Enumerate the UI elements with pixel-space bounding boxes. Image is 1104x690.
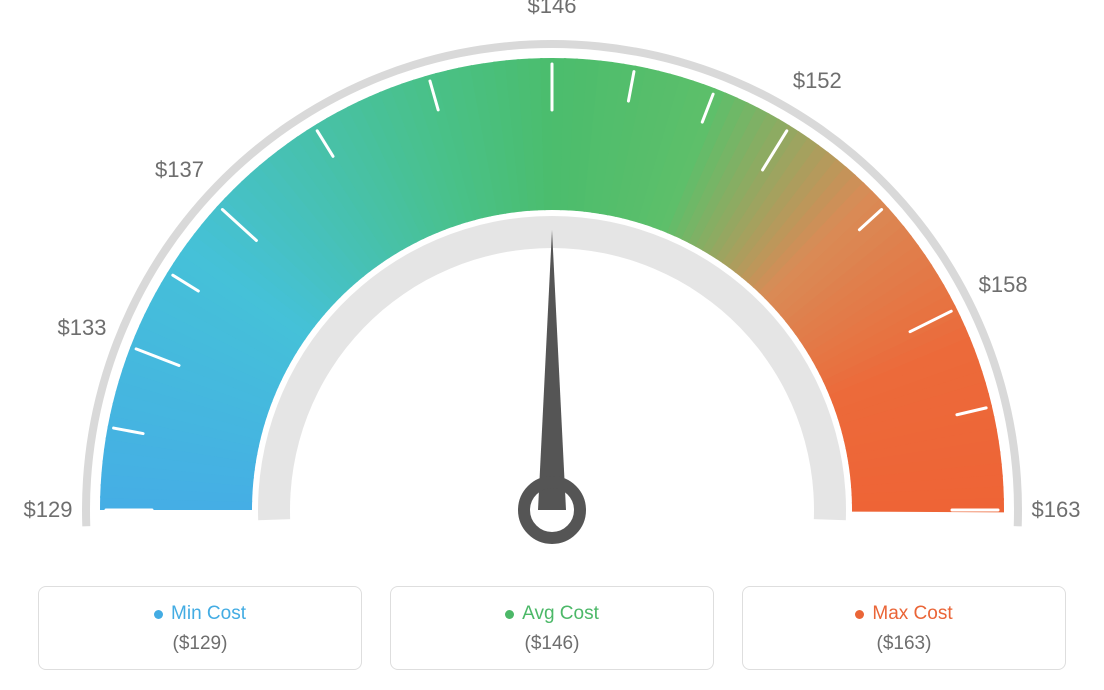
dot-icon-max	[855, 610, 864, 619]
gauge-svg	[0, 0, 1104, 560]
legend-card-avg: Avg Cost ($146)	[390, 586, 714, 670]
gauge-chart: $129 $133 $137 $146 $152 $158 $163	[0, 0, 1104, 560]
legend-label-min: Min Cost	[171, 603, 246, 625]
legend-value-max: ($163)	[743, 633, 1065, 655]
legend-value-min: ($129)	[39, 633, 361, 655]
gauge-tick-label: $163	[1032, 497, 1081, 523]
gauge-tick-label: $152	[793, 68, 842, 94]
legend-value-avg: ($146)	[391, 633, 713, 655]
gauge-tick-label: $146	[528, 0, 577, 19]
gauge-tick-label: $137	[155, 157, 204, 183]
legend-card-max: Max Cost ($163)	[742, 586, 1066, 670]
legend-card-min: Min Cost ($129)	[38, 586, 362, 670]
legend-title-min: Min Cost	[154, 603, 246, 625]
legend-title-max: Max Cost	[855, 603, 952, 625]
dot-icon-min	[154, 610, 163, 619]
legend-title-avg: Avg Cost	[505, 603, 599, 625]
gauge-tick-label: $129	[24, 497, 73, 523]
gauge-tick-label: $133	[58, 315, 107, 341]
legend-row: Min Cost ($129) Avg Cost ($146) Max Cost…	[38, 586, 1066, 670]
legend-label-max: Max Cost	[872, 603, 952, 625]
gauge-tick-label: $158	[979, 272, 1028, 298]
dot-icon-avg	[505, 610, 514, 619]
legend-label-avg: Avg Cost	[522, 603, 599, 625]
